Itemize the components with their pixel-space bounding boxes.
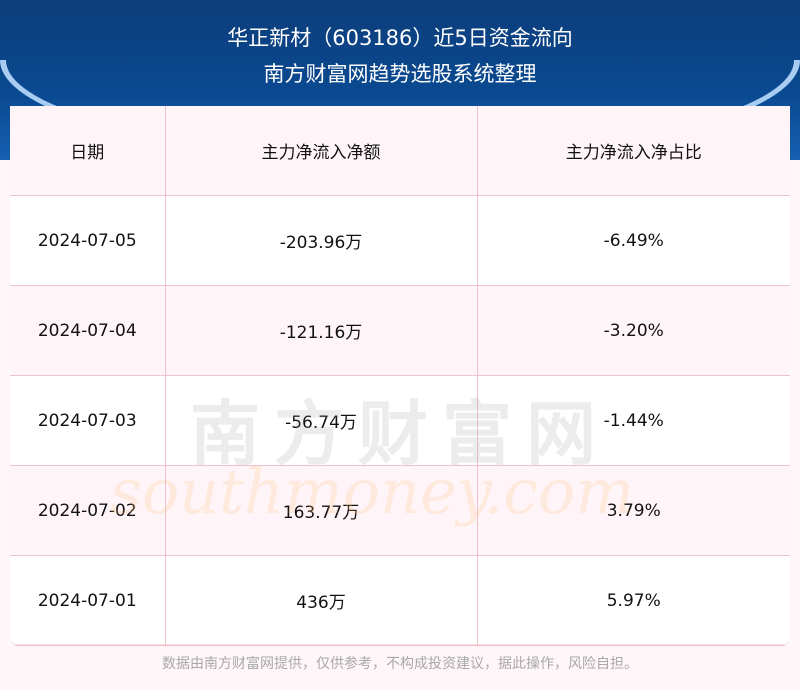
table-row: 2024-07-01 436万 5.97%	[10, 555, 790, 645]
table-header-row: 日期 主力净流入净额 主力净流入净占比	[10, 106, 790, 196]
net-inflow-cell: 436万	[164, 555, 478, 645]
net-inflow-cell: -56.74万	[164, 375, 478, 466]
disclaimer-footer: 数据由南方财富网提供，仅供参考，不构成投资建议，据此操作，风险自担。	[162, 656, 638, 672]
column-header: 日期	[10, 106, 166, 196]
fund-flow-table: 日期 主力净流入净额 主力净流入净占比 2024-07-05 -203.96万 -6…	[10, 106, 790, 645]
net-inflow-cell: -121.16万	[164, 285, 478, 376]
page-title: 华正新材（603186）近5日资金流向	[227, 26, 573, 50]
date-cell: 2024-07-01	[10, 555, 166, 645]
column-header: 主力净流入净额	[164, 106, 478, 196]
date-cell: 2024-07-03	[10, 375, 166, 466]
data-table-card: 日期 主力净流入净额 主力净流入净占比 2024-07-05 -203.96万 -6…	[10, 106, 790, 646]
date-cell: 2024-07-05	[10, 195, 166, 286]
net-ratio-cell: -6.49%	[476, 195, 790, 286]
table-row: 2024-07-04 -121.16万 -3.20%	[10, 285, 790, 376]
table-row: 2024-07-02 163.77万 3.79%	[10, 465, 790, 556]
date-cell: 2024-07-02	[10, 465, 166, 556]
date-cell: 2024-07-04	[10, 285, 166, 376]
net-inflow-cell: -203.96万	[164, 195, 478, 286]
net-ratio-cell: 5.97%	[476, 555, 790, 645]
net-ratio-cell: 3.79%	[476, 465, 790, 556]
column-header: 主力净流入净占比	[476, 106, 790, 196]
table-row: 2024-07-03 -56.74万 -1.44%	[10, 375, 790, 466]
net-inflow-cell: 163.77万	[164, 465, 478, 556]
page-subtitle: 南方财富网趋势选股系统整理	[263, 62, 537, 86]
net-ratio-cell: -1.44%	[476, 375, 790, 466]
net-ratio-cell: -3.20%	[476, 285, 790, 376]
table-row: 2024-07-05 -203.96万 -6.49%	[10, 195, 790, 286]
